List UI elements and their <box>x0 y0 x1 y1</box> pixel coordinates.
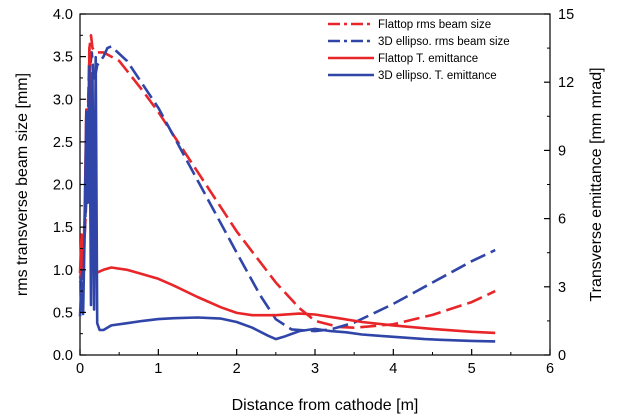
plot-area <box>78 33 496 343</box>
y-right-tick-label: 15 <box>558 7 574 23</box>
legend-entry-label: Flattop rms beam size <box>378 19 491 31</box>
y-left-tick-label: 4.0 <box>53 7 73 23</box>
y-right-tick-label: 9 <box>558 143 566 159</box>
x-tick-label: 2 <box>233 361 241 377</box>
y-right-tick-label: 0 <box>558 348 566 364</box>
legend: Flattop rms beam size 3D ellipso. rms bea… <box>328 19 510 82</box>
plot-frame <box>79 13 551 356</box>
y-left-tick-label: 1.0 <box>53 263 73 279</box>
y-right-axis-title: Transverse emittance [mm mrad] <box>588 67 605 301</box>
y-left-tick-label: 0.5 <box>53 305 73 321</box>
x-tick-label: 1 <box>154 361 162 377</box>
x-axis-title: Distance from cathode [m] <box>232 397 419 414</box>
y-right-tick-label: 12 <box>558 75 574 91</box>
y-left-tick-label: 3.5 <box>53 50 73 66</box>
x-tick-label: 5 <box>468 361 476 377</box>
x-tick-label: 3 <box>311 361 319 377</box>
x-tick-label: 4 <box>389 361 397 377</box>
x-tick-label: 0 <box>76 361 84 377</box>
y-left-axis-title: rms transverse beam size [mm] <box>14 73 31 296</box>
y-left-tick-label: 2.5 <box>53 135 73 151</box>
y-right-tick-label: 3 <box>558 280 566 296</box>
y-left-tick-label: 0.0 <box>53 348 73 364</box>
legend-entry-label: Flattop T. emittance <box>378 53 478 65</box>
legend-entry-label: 3D ellipso. rms beam size <box>378 36 510 48</box>
series-line-3 <box>78 55 496 343</box>
y-left-tick-label: 1.5 <box>53 220 73 236</box>
y-left-tick-label: 2.0 <box>53 178 73 194</box>
y-left-tick-label: 3.0 <box>53 92 73 108</box>
x-tick-label: 6 <box>546 361 554 377</box>
series-line-0 <box>78 33 496 330</box>
legend-entry-label: 3D ellipso. T. emittance <box>378 70 497 82</box>
y-right-tick-label: 6 <box>558 212 566 228</box>
axes: 0 1 2 3 4 5 60.00.51.01.52.02.53.03.54.0036912… <box>14 7 605 414</box>
